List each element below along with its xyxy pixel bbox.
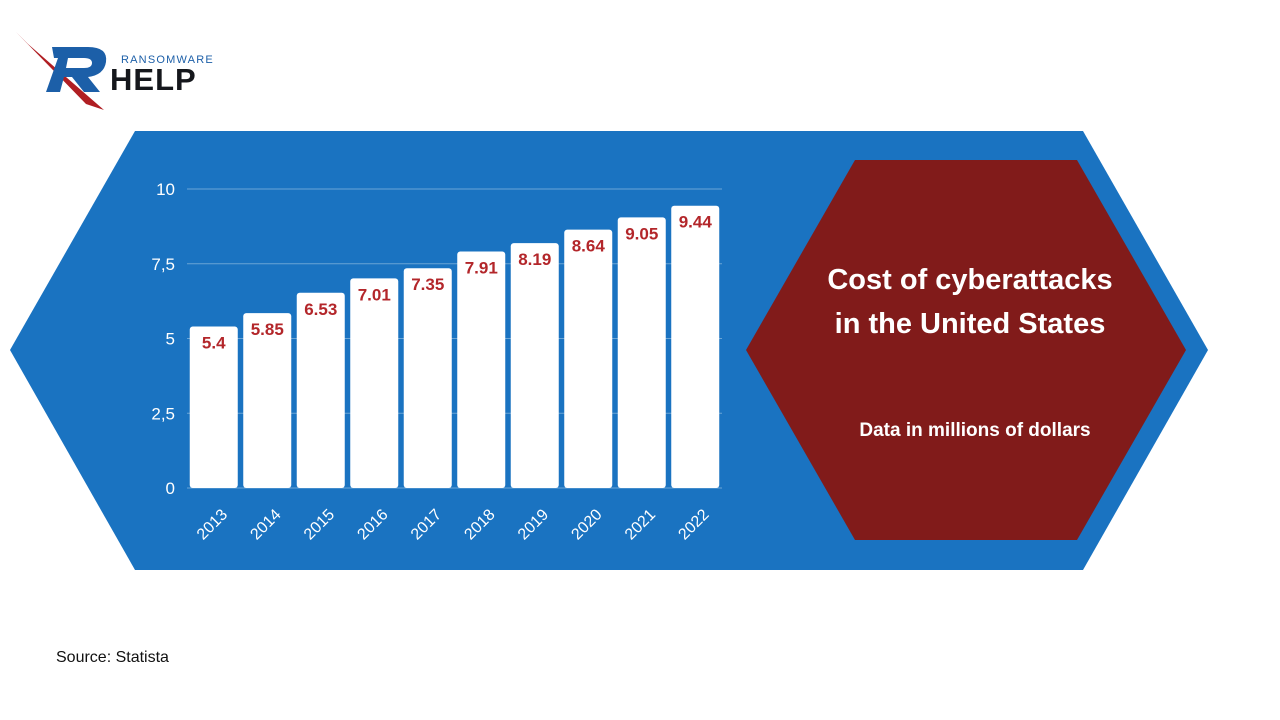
bar-value-label: 7.01 bbox=[358, 285, 391, 304]
bar-value-label: 6.53 bbox=[304, 300, 337, 319]
panel-subtitle: Data in millions of dollars bbox=[859, 420, 1091, 441]
bar bbox=[564, 229, 613, 488]
bar-value-label: 9.05 bbox=[625, 224, 658, 243]
bar-value-label: 9.44 bbox=[679, 213, 713, 232]
bar bbox=[189, 326, 238, 488]
bar bbox=[457, 251, 506, 488]
bar bbox=[296, 292, 345, 488]
logo: RANSOMWARE HELP bbox=[14, 30, 224, 115]
logo-r-icon bbox=[16, 32, 107, 110]
source-note: Source: Statista bbox=[56, 649, 169, 666]
bar bbox=[243, 313, 292, 488]
bar bbox=[617, 217, 666, 488]
logo-r-shape-icon bbox=[46, 47, 107, 92]
bar-value-label: 7.91 bbox=[465, 258, 498, 277]
bar-value-label: 8.19 bbox=[518, 250, 551, 269]
bar-value-label: 8.64 bbox=[572, 237, 606, 256]
bar bbox=[350, 278, 399, 488]
y-tick-label: 2,5 bbox=[151, 404, 175, 423]
bar bbox=[510, 243, 559, 488]
inner-hexagon bbox=[746, 160, 1186, 540]
panel-title-line1: Cost of cyberattacks bbox=[827, 264, 1113, 296]
bar-value-label: 5.4 bbox=[202, 334, 226, 353]
y-tick-label: 0 bbox=[166, 479, 175, 498]
y-tick-label: 5 bbox=[166, 330, 175, 349]
bar bbox=[671, 205, 720, 488]
y-tick-label: 7,5 bbox=[151, 255, 175, 274]
logo-small-text: RANSOMWARE bbox=[121, 54, 214, 66]
logo-big-text: HELP bbox=[110, 62, 197, 97]
panel-title-line2: in the United States bbox=[834, 308, 1106, 340]
panel-title: Cost of cyberattacks in the United State… bbox=[770, 258, 1170, 346]
bar-value-label: 5.85 bbox=[251, 320, 284, 339]
bar-value-label: 7.35 bbox=[411, 275, 444, 294]
bar bbox=[403, 268, 452, 488]
y-tick-label: 10 bbox=[156, 180, 175, 199]
